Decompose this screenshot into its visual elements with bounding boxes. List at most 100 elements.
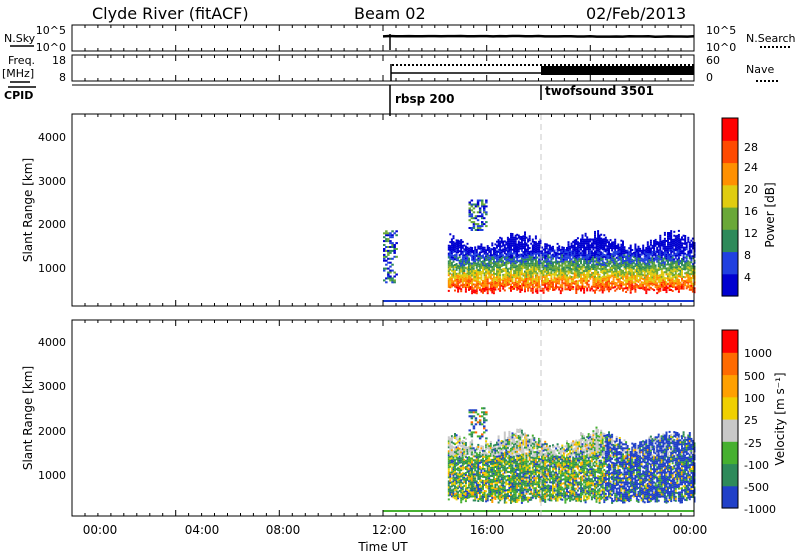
velocity-echo-cell bbox=[504, 492, 506, 494]
noise-left-tick-bottom: 10^0 bbox=[36, 41, 66, 54]
power-colorbar-swatch bbox=[722, 207, 738, 230]
velocity-echo-cell bbox=[471, 439, 473, 441]
power-echo-cell bbox=[669, 275, 671, 277]
power-echo-cell bbox=[611, 269, 613, 271]
velocity-echo-cell bbox=[448, 468, 450, 470]
power-echo-cell bbox=[608, 265, 610, 267]
power-echo-cell bbox=[543, 290, 545, 292]
cpid-mode-2: twofsound 3501 bbox=[545, 84, 654, 98]
power-echo-cell bbox=[622, 241, 624, 243]
power-colorbar-swatch bbox=[722, 274, 738, 297]
power-echo-cell bbox=[481, 200, 484, 202]
power-echo-cell bbox=[477, 279, 479, 281]
power-echo-cell bbox=[479, 227, 482, 229]
velocity-echo-cell bbox=[498, 478, 500, 480]
power-echo-cell bbox=[476, 251, 478, 253]
power-echo-cell bbox=[642, 247, 644, 249]
power-echo-cell bbox=[473, 225, 476, 227]
power-echo-cell bbox=[469, 207, 472, 209]
power-panel: 4000 3000 2000 1000 Slant Range [km] 28 … bbox=[21, 114, 777, 306]
power-echo-cell bbox=[564, 286, 566, 288]
power-echo-cell bbox=[391, 236, 394, 238]
power-echo-cell bbox=[608, 279, 610, 281]
nave-dense-block bbox=[541, 66, 694, 75]
power-echo-cell bbox=[453, 235, 455, 237]
power-echo-cell bbox=[383, 254, 386, 256]
power-echo-cell bbox=[383, 248, 386, 250]
velocity-echo-cell bbox=[515, 481, 517, 483]
velocity-echo-cell bbox=[488, 457, 490, 459]
nave-dotted-line bbox=[391, 64, 694, 66]
power-echo-cell bbox=[659, 290, 661, 292]
power-cbar-tick-28: 28 bbox=[744, 141, 758, 154]
power-echo-cell bbox=[479, 207, 482, 209]
velocity-echo-cell bbox=[473, 453, 475, 455]
power-echo-cell bbox=[580, 290, 582, 292]
power-echo-cell bbox=[690, 252, 692, 254]
velocity-echo-cell bbox=[471, 458, 473, 460]
power-echo-cell bbox=[690, 240, 692, 242]
power-echo-cell bbox=[536, 257, 538, 259]
power-echo-cell bbox=[393, 279, 396, 281]
velocity-echo-cell bbox=[521, 502, 523, 504]
power-echo-cell bbox=[395, 256, 398, 258]
power-echo-cell bbox=[684, 239, 686, 241]
power-echo-cell bbox=[469, 202, 472, 204]
power-echo-cell bbox=[645, 292, 647, 294]
power-echo-cell bbox=[485, 213, 488, 215]
power-echo-cell bbox=[583, 245, 585, 247]
power-echo-cell bbox=[639, 256, 641, 258]
power-echo-cell bbox=[655, 239, 657, 241]
velocity-echo-cell bbox=[456, 436, 458, 438]
power-echo-cell bbox=[463, 270, 465, 272]
velocity-echo-cell bbox=[504, 478, 506, 480]
velocity-echo-cell bbox=[526, 487, 528, 489]
power-echo-cell bbox=[462, 241, 464, 243]
nave-legend-dots bbox=[754, 80, 778, 82]
power-echo-cell bbox=[391, 270, 394, 272]
power-colorbar-swatch bbox=[722, 163, 738, 186]
power-echo-cell bbox=[608, 249, 610, 251]
power-echo-cell bbox=[580, 260, 582, 262]
power-echo-cell bbox=[625, 291, 627, 293]
power-echo-cell bbox=[664, 234, 666, 236]
power-echo-cell bbox=[524, 290, 526, 292]
velocity-echo-cell bbox=[504, 458, 506, 460]
power-echo-cell bbox=[544, 249, 546, 251]
power-echo-cell bbox=[487, 292, 489, 294]
power-echo-cell bbox=[479, 211, 482, 213]
power-echo-cell bbox=[670, 234, 672, 236]
velocity-echo-cell bbox=[504, 434, 506, 436]
power-echo-cell bbox=[393, 252, 396, 254]
power-echo-cell bbox=[510, 251, 512, 253]
power-echo-cell bbox=[474, 246, 476, 248]
velocity-echo-cell bbox=[477, 470, 479, 472]
power-echo-cell bbox=[453, 237, 455, 239]
power-echo-cell bbox=[689, 275, 691, 277]
power-echo-cell bbox=[683, 288, 685, 290]
power-echo-cell bbox=[613, 279, 615, 281]
power-echo-cell bbox=[540, 260, 542, 262]
power-echo-cell bbox=[524, 239, 526, 241]
velocity-echo-cell bbox=[471, 443, 473, 445]
power-echo-cell bbox=[395, 230, 398, 232]
power-echo-cell bbox=[603, 289, 605, 291]
velocity-echo-cell bbox=[482, 446, 484, 448]
velocity-echo-cell bbox=[490, 443, 492, 445]
power-echo-cell bbox=[383, 279, 386, 281]
power-echo-cell bbox=[387, 238, 390, 240]
power-echo-cell bbox=[549, 288, 551, 290]
power-echo-cell bbox=[385, 256, 388, 258]
power-echo-cell bbox=[575, 292, 577, 294]
power-echo-cell bbox=[566, 259, 568, 261]
power-colorbar-swatch bbox=[722, 185, 738, 208]
velocity-echo-cell bbox=[467, 453, 469, 455]
power-echo-cell bbox=[655, 253, 657, 255]
power-echo-cell bbox=[504, 289, 506, 291]
power-echo-cell bbox=[477, 223, 480, 225]
power-echo-cell bbox=[389, 266, 392, 268]
velocity-echo-cell bbox=[465, 484, 467, 486]
power-colorbar bbox=[722, 118, 738, 297]
power-echo-cell bbox=[387, 268, 390, 270]
power-echo-cell bbox=[690, 281, 692, 283]
